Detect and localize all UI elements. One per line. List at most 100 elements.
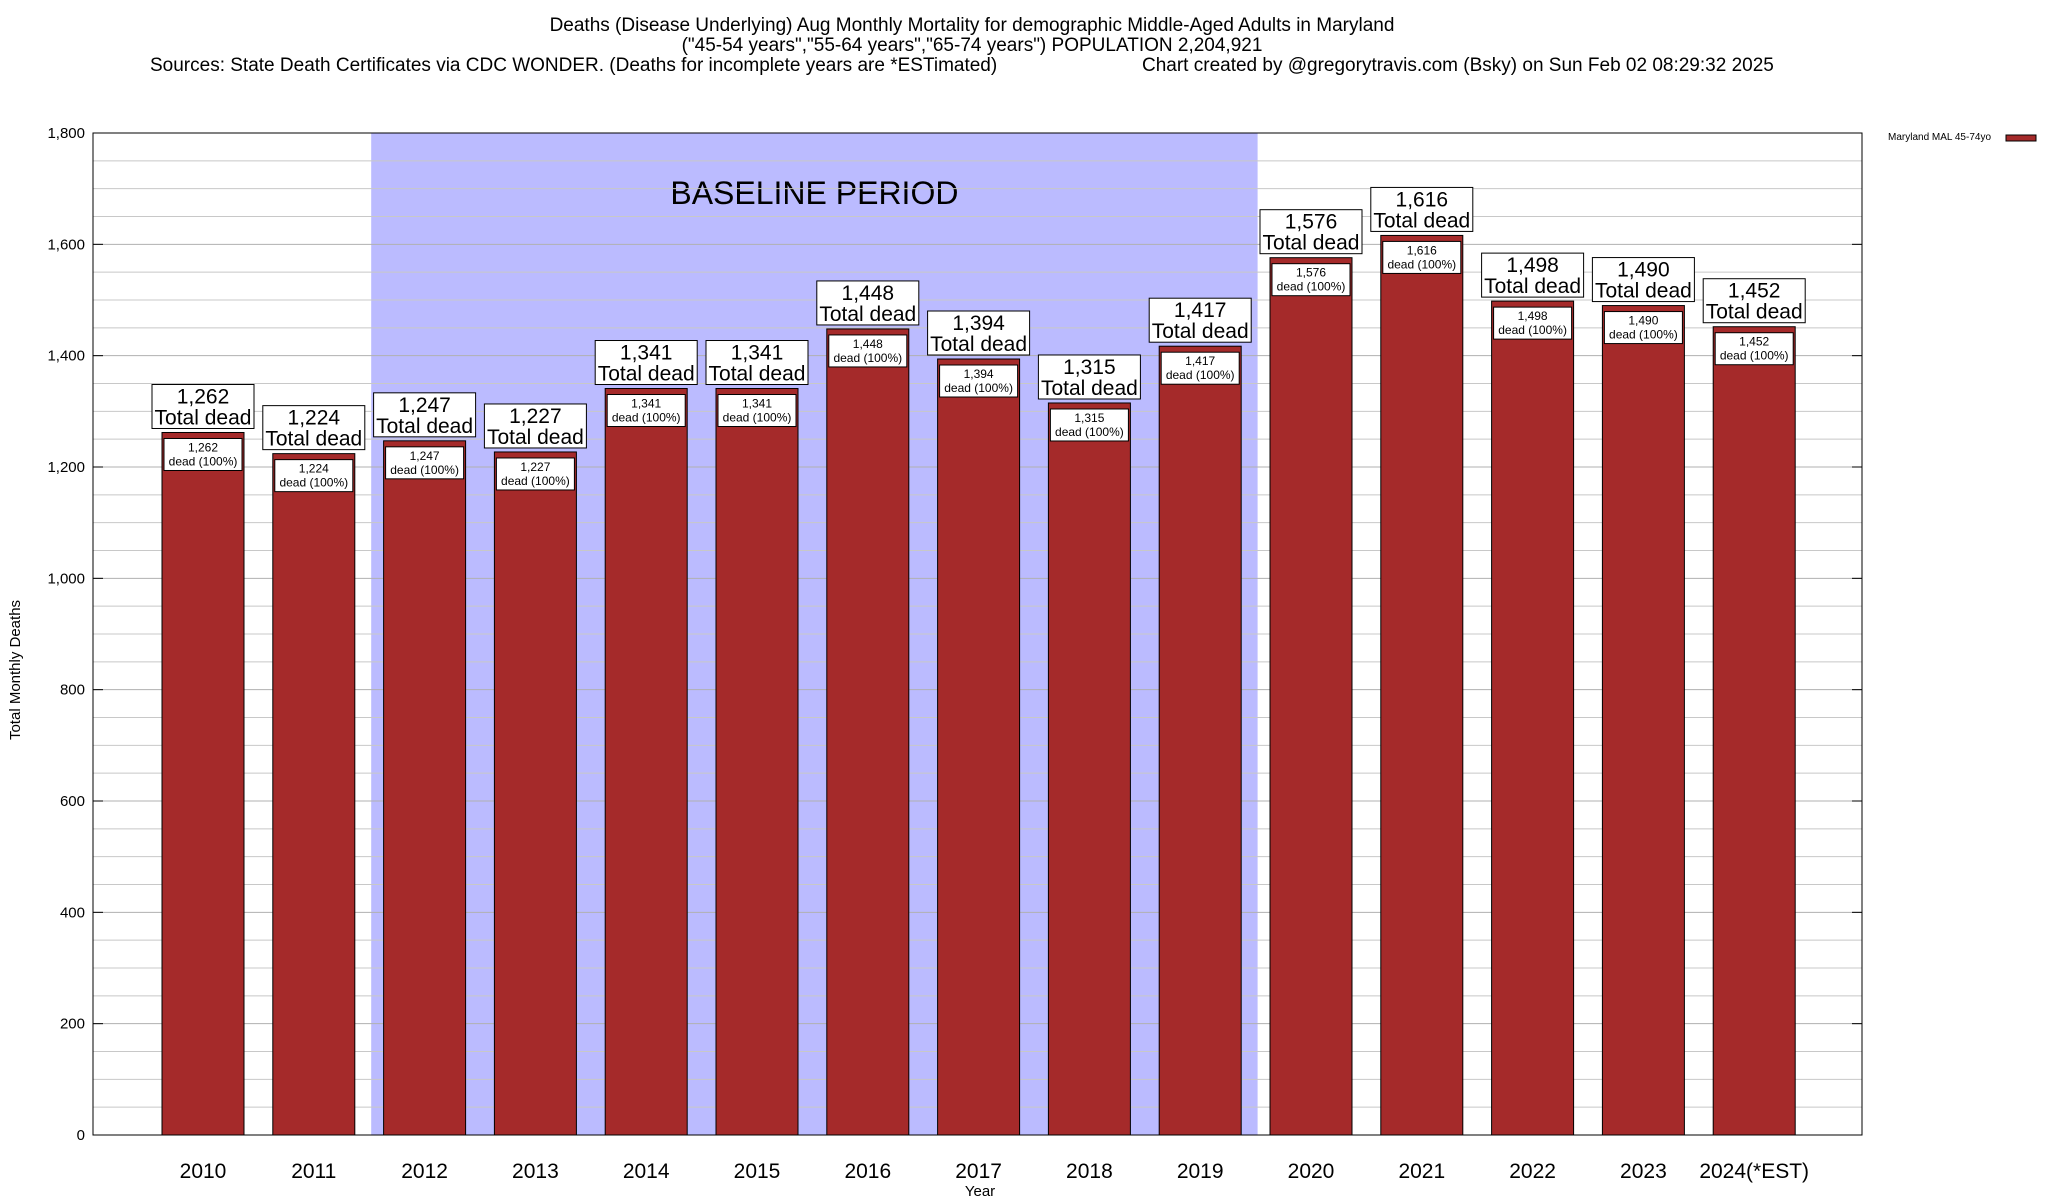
bar <box>1380 234 1464 1136</box>
inner-percent-label: dead (100%) <box>390 463 459 477</box>
x-tick-label: 2016 <box>844 1160 891 1183</box>
y-tick-label: 1,600 <box>47 236 85 253</box>
inner-value-label: 1,498 <box>1518 309 1548 323</box>
inner-value-label: 1,341 <box>631 397 661 411</box>
inner-value-label: 1,616 <box>1407 243 1437 257</box>
bar <box>937 358 1021 1136</box>
inner-value-label: 1,315 <box>1074 411 1104 425</box>
y-tick-label: 1,200 <box>47 459 85 476</box>
bar <box>826 328 910 1136</box>
inner-label-box <box>495 457 575 491</box>
bar <box>604 388 688 1136</box>
top-label-box <box>1702 278 1806 324</box>
x-tick-label: 2019 <box>1177 1160 1224 1183</box>
bar <box>1601 305 1685 1136</box>
inner-value-label: 1,341 <box>742 397 772 411</box>
top-value-label: 1,315 <box>1063 356 1116 379</box>
inner-percent-label: dead (100%) <box>279 476 348 490</box>
top-label-box <box>594 340 698 386</box>
top-label-box <box>1370 186 1474 232</box>
bar <box>1712 326 1796 1136</box>
x-tick-label: 2011 <box>291 1160 336 1183</box>
inner-label-box <box>1493 306 1573 340</box>
y-tick-label: 1,400 <box>47 348 85 365</box>
inner-value-label: 1,576 <box>1296 266 1326 280</box>
y-tick-label: 0 <box>77 1127 85 1144</box>
inner-value-label: 1,452 <box>1739 335 1769 349</box>
inner-label-box <box>1714 332 1794 366</box>
top-label-box <box>927 310 1031 356</box>
bar <box>715 388 799 1136</box>
x-tick-label: 2024(*EST) <box>1699 1160 1809 1183</box>
y-tick-label: 800 <box>60 682 85 699</box>
top-label-box <box>483 403 587 449</box>
top-value-label: 1,341 <box>731 342 784 365</box>
bar <box>161 431 245 1136</box>
axes: 0 200 400 600 800 1,000 1,200 1,400 1,600 1,800 20… <box>47 125 1863 1183</box>
inner-value-label: 1,490 <box>1628 314 1658 328</box>
inner-label-box <box>1382 240 1462 274</box>
x-tick-label: 2015 <box>734 1160 781 1183</box>
bar <box>1491 300 1575 1136</box>
chart-credit: Chart created by @gregorytravis.com (Bsk… <box>1142 55 1774 76</box>
inner-percent-label: dead (100%) <box>612 411 681 425</box>
inner-percent-label: dead (100%) <box>1498 323 1567 337</box>
top-total-dead-label: Total dead <box>1152 320 1249 343</box>
top-value-label: 1,498 <box>1506 254 1559 277</box>
bar <box>383 440 467 1136</box>
y-tick-label: 400 <box>60 904 85 921</box>
top-total-dead-label: Total dead <box>265 428 362 451</box>
inner-percent-label: dead (100%) <box>1387 257 1456 271</box>
inner-label-box <box>717 394 797 428</box>
inner-value-label: 1,224 <box>299 462 329 476</box>
top-value-label: 1,576 <box>1285 211 1338 234</box>
inner-label-box <box>163 437 243 471</box>
top-value-label: 1,616 <box>1396 188 1449 211</box>
x-tick-label: 2023 <box>1620 1160 1667 1183</box>
top-label-box <box>705 340 809 386</box>
inner-label-box <box>1271 263 1351 297</box>
top-label-box <box>1259 209 1363 255</box>
bar <box>1269 257 1353 1136</box>
top-total-dead-label: Total dead <box>1263 232 1360 255</box>
inner-percent-label: dead (100%) <box>1609 328 1678 342</box>
top-total-dead-label: Total dead <box>930 333 1027 356</box>
top-total-dead-label: Total dead <box>1373 209 1470 232</box>
top-value-label: 1,224 <box>288 407 341 430</box>
top-label-box <box>262 405 366 451</box>
x-tick-label: 2020 <box>1288 1160 1335 1183</box>
top-value-label: 1,452 <box>1728 280 1781 303</box>
top-label-box <box>1037 354 1141 400</box>
bar <box>493 451 577 1136</box>
top-total-dead-label: Total dead <box>1595 280 1692 303</box>
top-total-dead-label: Total dead <box>1041 377 1138 400</box>
top-label-box <box>1481 252 1585 298</box>
inner-percent-label: dead (100%) <box>1055 425 1124 439</box>
inner-percent-label: dead (100%) <box>1166 368 1235 382</box>
x-tick-label: 2014 <box>623 1160 670 1183</box>
top-value-label: 1,247 <box>398 394 451 417</box>
inner-percent-label: dead (100%) <box>723 411 792 425</box>
x-tick-label: 2013 <box>512 1160 559 1183</box>
inner-percent-label: dead (100%) <box>833 351 902 365</box>
legend-label: Maryland MAL 45-74yo <box>1888 132 1991 143</box>
inner-percent-label: dead (100%) <box>944 381 1013 395</box>
top-value-label: 1,394 <box>952 312 1005 335</box>
top-total-dead-label: Total dead <box>155 406 252 429</box>
inner-percent-label: dead (100%) <box>169 454 238 468</box>
inner-label-box <box>1603 311 1683 345</box>
bars <box>161 234 1796 1136</box>
top-total-dead-label: Total dead <box>1706 301 1803 324</box>
x-tick-label: 2012 <box>401 1160 448 1183</box>
top-total-dead-label: Total dead <box>487 426 584 449</box>
top-total-dead-label: Total dead <box>376 415 473 438</box>
top-label-box <box>1148 297 1252 343</box>
top-value-label: 1,262 <box>177 385 230 408</box>
top-total-dead-label: Total dead <box>709 363 806 386</box>
inner-value-label: 1,394 <box>964 367 994 381</box>
inner-value-label: 1,247 <box>410 449 440 463</box>
top-value-label: 1,448 <box>842 282 895 305</box>
bar <box>1047 402 1131 1136</box>
